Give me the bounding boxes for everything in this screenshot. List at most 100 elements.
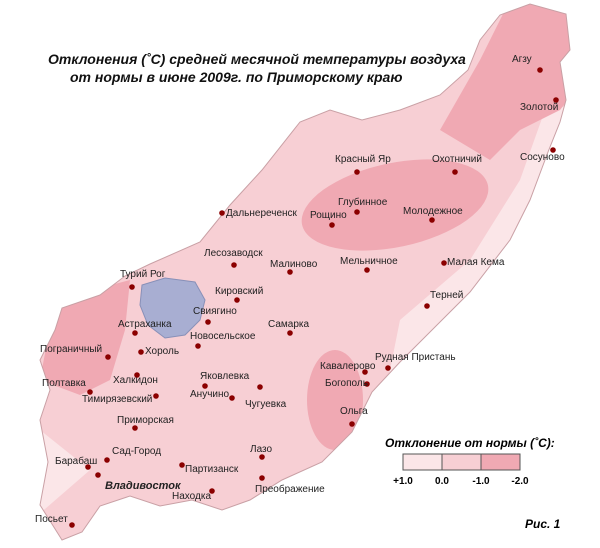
station-marker bbox=[85, 464, 91, 470]
station-label: Хороль bbox=[145, 346, 179, 357]
station-marker bbox=[69, 522, 75, 528]
station-label: Глубинное bbox=[338, 196, 388, 208]
station-label: Яковлевка bbox=[200, 371, 250, 382]
station-label: Кавалерово bbox=[320, 361, 376, 372]
legend-label: 0.0 bbox=[435, 476, 449, 487]
station-marker bbox=[287, 269, 293, 275]
station-label: Сосуново bbox=[520, 152, 565, 163]
legend-label: +1.0 bbox=[393, 476, 413, 487]
station-marker bbox=[179, 462, 185, 468]
station-label: Терней bbox=[430, 290, 463, 301]
station-marker bbox=[329, 222, 335, 228]
station-marker bbox=[153, 393, 159, 399]
station-label: Находка bbox=[172, 491, 211, 502]
station-label: Малиново bbox=[270, 259, 318, 270]
station-marker bbox=[132, 330, 138, 336]
station-label: Красный Яр bbox=[335, 154, 391, 165]
station-label: Богополь bbox=[325, 378, 368, 389]
station-label: Турий Рог bbox=[120, 269, 166, 280]
station-marker bbox=[354, 169, 360, 175]
legend-label: -2.0 bbox=[511, 476, 529, 487]
station-marker bbox=[364, 267, 370, 273]
station-label: Ольга bbox=[340, 406, 368, 417]
station-label: Владивосток bbox=[105, 480, 182, 492]
station-marker bbox=[257, 384, 263, 390]
station-marker bbox=[364, 381, 370, 387]
legend-swatch bbox=[480, 453, 521, 471]
zone-minus1-to-minus2 bbox=[40, 280, 130, 395]
station-label: Молодежное bbox=[403, 206, 463, 217]
zone-minus1-to-minus2 bbox=[440, 4, 570, 160]
station-marker bbox=[385, 365, 391, 371]
legend-swatch bbox=[402, 453, 443, 471]
station-label: Партизанск bbox=[185, 464, 239, 475]
station-label: Посьет bbox=[35, 514, 68, 525]
legend-swatch bbox=[441, 453, 482, 471]
station-label: Полтавка bbox=[42, 378, 86, 389]
lake-khanka bbox=[139, 277, 206, 339]
station-label: Кировский bbox=[215, 286, 263, 297]
station-label: Сад-Город bbox=[112, 446, 161, 457]
station-marker bbox=[134, 372, 140, 378]
station-marker bbox=[205, 319, 211, 325]
station-marker bbox=[195, 343, 201, 349]
station-label: Мельничное bbox=[340, 256, 398, 267]
station-label: Пограничный bbox=[40, 344, 102, 355]
station-label: Охотничий bbox=[432, 154, 482, 165]
station-marker bbox=[349, 421, 355, 427]
zone-minus1-to-minus2 bbox=[307, 350, 363, 450]
station-marker bbox=[362, 369, 368, 375]
station-label: Халкидон bbox=[113, 375, 158, 386]
station-marker bbox=[209, 488, 215, 494]
zone-minus1-to-minus2 bbox=[301, 159, 489, 251]
station-marker bbox=[104, 457, 110, 463]
station-marker bbox=[229, 395, 235, 401]
station-marker bbox=[550, 147, 556, 153]
station-label: Рудная Пристань bbox=[375, 352, 456, 363]
station-label: Чугуевка bbox=[245, 399, 287, 410]
station-marker bbox=[429, 217, 435, 223]
legend-label: -1.0 bbox=[472, 476, 490, 487]
station-marker bbox=[354, 209, 360, 215]
station-label: Новосельское bbox=[190, 331, 256, 342]
station-marker bbox=[452, 169, 458, 175]
station-label: Самарка bbox=[268, 319, 309, 330]
legend: Отклонение от нормы (˚С): +1.0 0.0 -1.0 -2.… bbox=[385, 436, 555, 487]
legend-title: Отклонение от нормы (˚С): bbox=[385, 436, 555, 450]
figure-caption: Рис. 1 bbox=[525, 517, 561, 531]
station-label: Тимирязевский bbox=[82, 394, 152, 405]
station-marker bbox=[424, 303, 430, 309]
title-line: от нормы в июне 2009г. по Приморскому кр… bbox=[70, 69, 402, 85]
title-line: Отклонения (˚С) средней месячной темпера… bbox=[48, 51, 466, 67]
station-label: Свиягино bbox=[193, 306, 237, 317]
station-label: Малая Кема bbox=[447, 257, 505, 268]
station-label: Золотой bbox=[520, 102, 558, 113]
station-marker bbox=[129, 284, 135, 290]
station-marker bbox=[553, 97, 559, 103]
station-label: Дальнереченск bbox=[226, 208, 298, 219]
station-label: Анучино bbox=[190, 389, 230, 400]
station-marker bbox=[441, 260, 447, 266]
station-label: Барабаш bbox=[55, 455, 97, 467]
station-marker bbox=[95, 472, 101, 478]
station-marker bbox=[105, 354, 111, 360]
station-label: Лесозаводск bbox=[204, 248, 263, 259]
station-marker bbox=[231, 262, 237, 268]
station-marker bbox=[138, 349, 144, 355]
station-label: Рощино bbox=[310, 210, 347, 221]
station-marker bbox=[287, 330, 293, 336]
station-label: Преображение bbox=[255, 483, 325, 495]
station-marker bbox=[259, 454, 265, 460]
station-marker bbox=[202, 383, 208, 389]
station-marker bbox=[87, 389, 93, 395]
station-marker bbox=[537, 67, 543, 73]
station-label: Астраханка bbox=[118, 319, 172, 330]
station-marker bbox=[234, 297, 240, 303]
station-marker bbox=[259, 475, 265, 481]
station-marker bbox=[219, 210, 225, 216]
station-label: Агзу bbox=[512, 54, 532, 65]
station-label: Приморская bbox=[117, 415, 174, 426]
station-marker bbox=[132, 425, 138, 431]
station-label: Лазо bbox=[250, 444, 272, 455]
